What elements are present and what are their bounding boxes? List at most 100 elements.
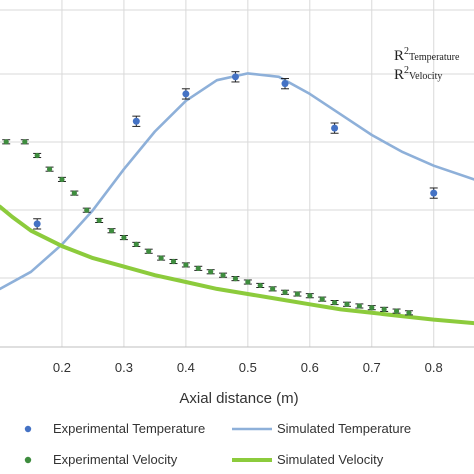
x-tick-label: 0.5 [239, 360, 257, 375]
data-point [194, 265, 203, 271]
data-point [231, 71, 240, 83]
point-marker [281, 80, 289, 88]
point-marker [294, 291, 301, 297]
point-marker [430, 189, 438, 197]
data-point [367, 305, 376, 311]
data-point [33, 218, 42, 230]
x-tick-label: 0.4 [177, 360, 195, 375]
point-marker [220, 272, 226, 278]
data-point [132, 115, 141, 127]
legend: Experimental Temperature Simulated Temper… [24, 421, 411, 467]
point-marker [331, 124, 339, 132]
x-tick-label: 0.3 [115, 360, 133, 375]
point-marker [108, 228, 115, 234]
x-tick-label: 0.6 [301, 360, 319, 375]
point-marker [96, 217, 102, 224]
legend-label: Experimental Velocity [53, 452, 178, 467]
data-point [181, 262, 190, 268]
point-marker [182, 90, 190, 98]
data-point [20, 139, 29, 145]
data-point [70, 190, 79, 196]
x-tick-label: 0.2 [53, 360, 71, 375]
point-marker [59, 176, 65, 183]
data-point [256, 282, 265, 289]
point-marker [307, 293, 313, 299]
data-point [268, 286, 277, 292]
point-marker [170, 258, 177, 265]
data-point [355, 303, 364, 309]
data-point [330, 299, 339, 306]
legend-label: Experimental Temperature [53, 421, 205, 436]
point-marker [46, 166, 53, 172]
data-point [2, 139, 11, 145]
legend-marker [24, 425, 32, 433]
legend-label: Simulated Velocity [277, 452, 384, 467]
legend-item-simulated-velocity: Simulated Velocity [232, 452, 384, 467]
data-point [281, 78, 290, 90]
point-marker [22, 139, 28, 145]
data-point [404, 310, 413, 316]
data-point [45, 166, 54, 172]
point-marker [132, 117, 140, 125]
data-point [231, 276, 240, 282]
data-point [157, 255, 166, 261]
data-point [392, 308, 401, 314]
data-point [305, 293, 314, 299]
point-marker [245, 279, 251, 285]
point-marker [133, 241, 139, 247]
point-marker [381, 306, 387, 312]
data-point [293, 291, 302, 297]
point-marker [195, 265, 201, 271]
legend-item-experimental-velocity: Experimental Velocity [24, 452, 178, 467]
data-point [132, 241, 141, 247]
point-marker [231, 73, 239, 81]
point-marker [369, 305, 375, 311]
point-marker [183, 262, 189, 268]
data-point [219, 272, 228, 278]
data-point [206, 269, 215, 275]
legend-marker [24, 456, 32, 464]
point-marker [3, 139, 9, 145]
point-marker [257, 282, 263, 289]
data-point [380, 306, 389, 312]
point-marker [33, 220, 41, 228]
point-marker [319, 296, 325, 302]
series-experimental-velocity [2, 139, 413, 316]
data-point [57, 176, 66, 183]
data-point [144, 248, 153, 254]
series-simulated-velocity [0, 204, 474, 326]
point-marker [208, 269, 214, 275]
legend-label: Simulated Temperature [277, 421, 411, 436]
x-tick-label: 0.7 [363, 360, 381, 375]
point-marker [270, 286, 276, 292]
point-marker [158, 255, 164, 261]
x-tick-label: 0.8 [425, 360, 443, 375]
point-marker [121, 234, 127, 241]
x-axis: 0.2 0.3 0.4 0.5 0.6 0.7 0.8 [0, 346, 474, 375]
series-layer [0, 71, 474, 326]
series-line [0, 72, 474, 291]
point-marker [232, 276, 239, 282]
series-experimental-temperature [33, 71, 438, 230]
r2-annotation: R2Temperature [394, 46, 460, 64]
point-marker [71, 190, 77, 196]
r2-annotation: R2Velocity [394, 65, 442, 83]
point-marker [146, 248, 152, 254]
point-marker [282, 289, 288, 295]
data-point [95, 217, 104, 224]
data-point [169, 258, 178, 265]
point-marker [406, 310, 412, 316]
point-marker [331, 299, 338, 306]
data-point [82, 207, 91, 213]
x-axis-label: Axial distance (m) [179, 390, 298, 407]
data-point [342, 301, 351, 307]
point-marker [356, 303, 362, 309]
data-point [281, 289, 290, 295]
series-line [0, 204, 474, 326]
data-point [119, 234, 128, 241]
series-simulated-temperature [0, 72, 474, 291]
data-point [181, 88, 190, 100]
data-point [243, 279, 252, 285]
